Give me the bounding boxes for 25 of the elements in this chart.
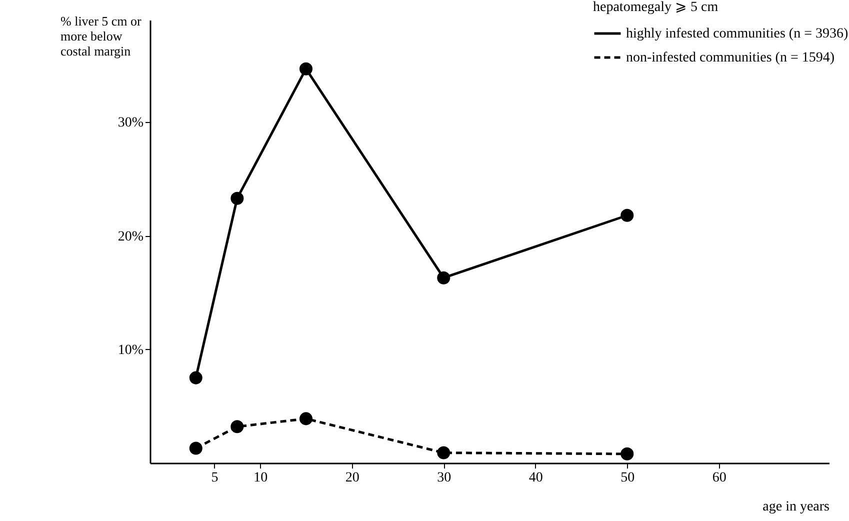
point (299, 62, 313, 76)
x-tick-label: 40 (528, 470, 543, 486)
point (189, 442, 202, 455)
point (620, 208, 634, 222)
y-tick-label: 10% (118, 342, 144, 358)
legend-title: hepatomegaly ⩾ 5 cm (593, 0, 718, 15)
y-tick-label: 20% (118, 229, 144, 244)
x-tick-label: 20 (345, 470, 360, 486)
point (437, 446, 450, 460)
y-tick-label: 30% (118, 116, 144, 131)
y-axis-title: % liver 5 cm or more below costal margin (60, 14, 142, 58)
point (230, 192, 244, 205)
x-tick-label: 60 (712, 470, 726, 486)
point (189, 371, 202, 384)
legend-label: highly infested communities (n = 3936) (626, 26, 848, 42)
legend-label: non-infested communities (n = 1594) (626, 50, 835, 66)
x-tick-label: 50 (620, 470, 635, 486)
point (299, 412, 313, 426)
point (437, 271, 450, 284)
x-tick-label: 5 (211, 470, 218, 486)
x-tick-label: 10 (254, 470, 268, 486)
x-axis-title: age in years (762, 500, 830, 514)
x-tick-label: 30 (437, 470, 452, 486)
point (620, 447, 634, 460)
point (230, 420, 244, 434)
